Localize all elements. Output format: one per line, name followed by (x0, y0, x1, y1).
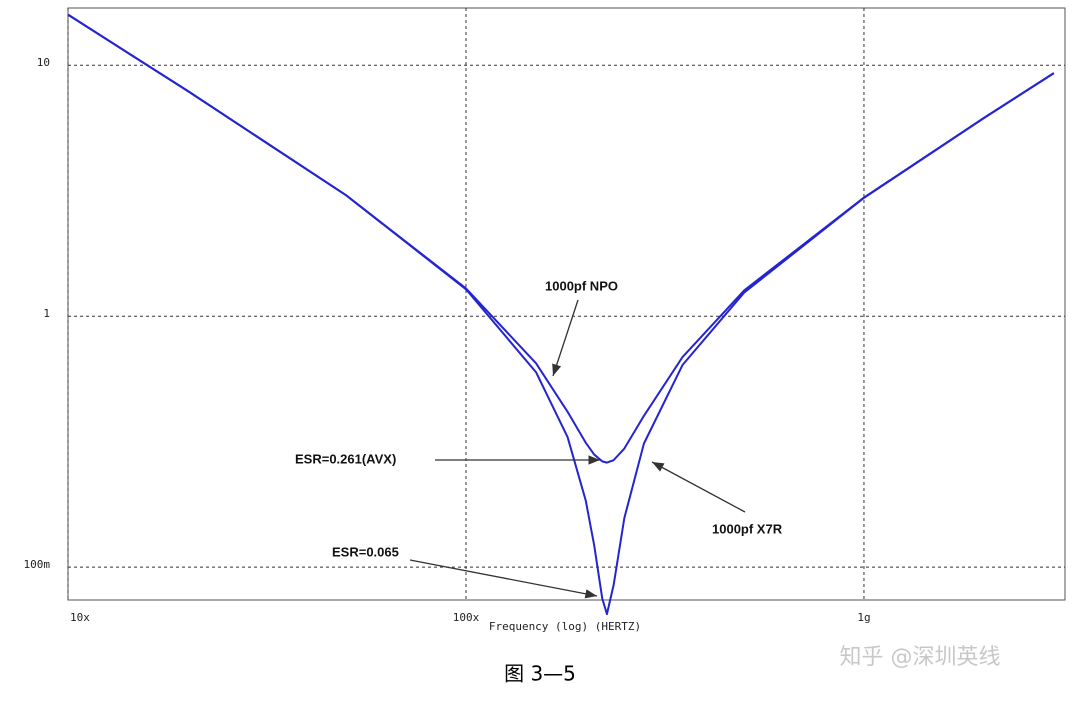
x-tick-label: 10x (70, 611, 90, 624)
annotation: 1000pf NPO (545, 278, 618, 293)
annotation: ESR=0.261(AVX) (295, 451, 396, 466)
y-tick-label: 10 (37, 56, 50, 69)
annotation-arrow (552, 299, 579, 377)
series-line (67, 13, 1055, 464)
annotation: ESR=0.065 (332, 544, 399, 559)
annotation-arrow (651, 461, 746, 513)
series-line (67, 13, 1055, 616)
y-tick-label: 100m (24, 558, 51, 571)
y-tick-label: 1 (43, 307, 50, 320)
caption: 图 3—5 (504, 662, 576, 686)
x-tick-label: 1g (857, 611, 870, 624)
annotation: 1000pf X7R (712, 521, 783, 536)
annotation-arrow (409, 559, 598, 599)
x-axis-label: Frequency (log) (HERTZ) (489, 620, 641, 633)
watermark: 知乎 @深圳英线 (840, 645, 1001, 670)
plot-frame (67, 7, 1066, 601)
x-tick-label: 100x (453, 611, 480, 624)
